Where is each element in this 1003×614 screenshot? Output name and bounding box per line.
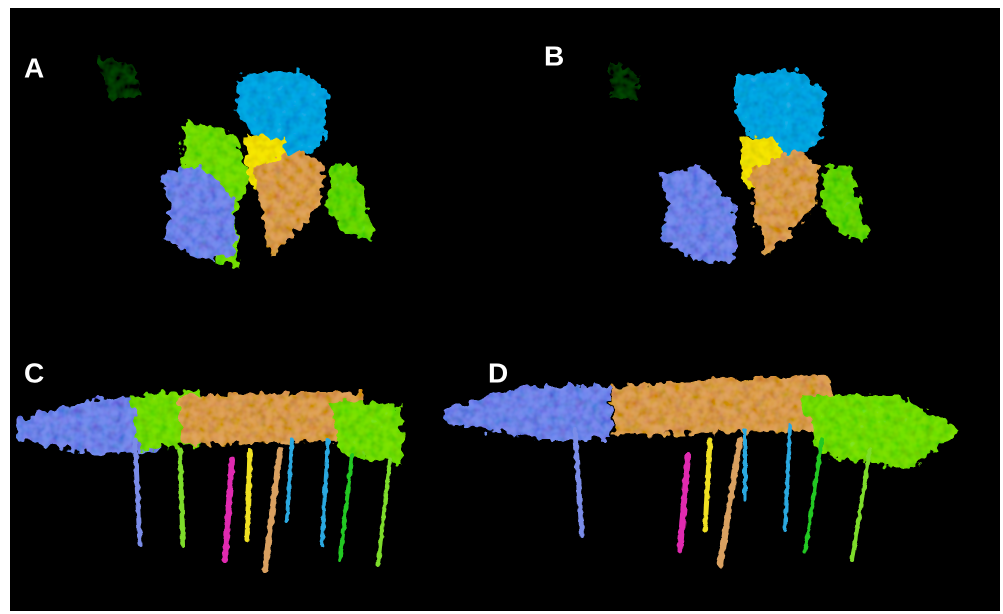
- panel-label: B: [544, 40, 564, 71]
- panel-label: C: [24, 357, 44, 388]
- background: [10, 8, 1000, 611]
- panel-label: A: [24, 52, 44, 83]
- panel-label: D: [488, 357, 508, 388]
- figure: A B C D: [0, 0, 1003, 614]
- page: {"panels": [{"label": "A"}, {"label": "B…: [0, 0, 1003, 614]
